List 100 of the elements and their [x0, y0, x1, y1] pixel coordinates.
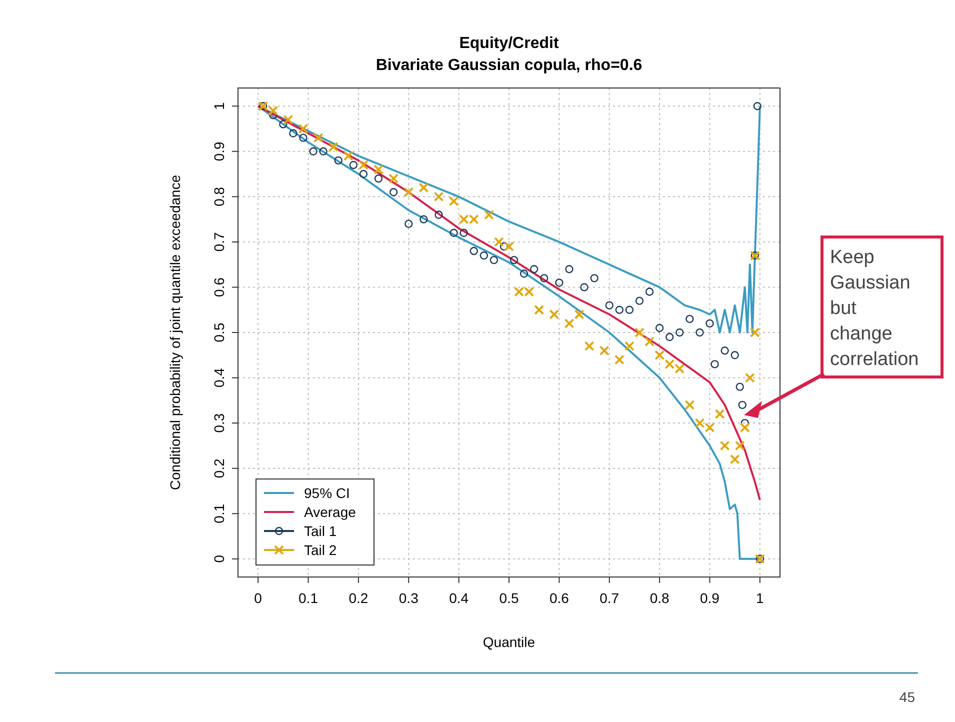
point — [484, 210, 494, 220]
point — [694, 418, 705, 428]
point — [480, 251, 488, 260]
point — [665, 332, 674, 342]
point — [720, 440, 730, 451]
x-tick-label: 0 — [254, 590, 262, 606]
point — [328, 142, 338, 152]
x-tick-label: 0.4 — [449, 590, 469, 606]
point — [504, 241, 514, 252]
point — [614, 354, 624, 365]
point — [635, 296, 644, 305]
point — [605, 301, 614, 310]
point — [624, 341, 634, 352]
y-axis-title: Conditional probability of joint quantile exceedance — [167, 174, 183, 490]
y-tick-label: 1 — [211, 102, 227, 110]
point — [510, 256, 518, 264]
point — [696, 328, 704, 337]
x-tick-label: 1 — [756, 590, 764, 606]
point — [730, 454, 740, 464]
point — [645, 288, 654, 296]
point — [334, 156, 342, 165]
point — [389, 188, 398, 196]
point — [349, 160, 358, 170]
point — [615, 306, 624, 314]
y-tick-label: 0 — [211, 554, 227, 563]
chart-title: Equity/Credit — [459, 35, 560, 52]
point — [753, 102, 762, 110]
point — [555, 278, 564, 287]
point — [736, 382, 744, 391]
point — [574, 309, 584, 320]
legend-label: Average — [304, 504, 356, 520]
point — [388, 174, 399, 184]
legend-label: Tail 2 — [304, 542, 337, 558]
y-tick-label: 0.1 — [211, 504, 227, 524]
point — [720, 346, 729, 355]
point — [374, 174, 383, 183]
point — [549, 309, 560, 320]
point — [520, 270, 528, 278]
point — [358, 160, 368, 170]
point — [359, 170, 368, 178]
point — [448, 196, 459, 206]
legend-label: 95% CI — [304, 485, 350, 501]
x-axis-title: Quantile — [482, 634, 536, 650]
point — [309, 147, 318, 156]
x-tick-label: 0.8 — [650, 590, 670, 606]
point — [684, 400, 695, 410]
y-tick-label: 0.6 — [211, 277, 227, 297]
point — [319, 147, 328, 156]
x-tick-label: 0.5 — [499, 590, 519, 606]
point — [434, 192, 444, 202]
point — [744, 372, 755, 383]
y-tick-label: 0.8 — [211, 186, 227, 206]
point — [750, 328, 760, 338]
text: 45 — [899, 689, 916, 705]
point — [644, 336, 655, 347]
x-tick-label: 0.2 — [348, 590, 368, 606]
point — [664, 359, 675, 370]
x-tick-label: 0.7 — [600, 590, 620, 606]
point — [565, 265, 574, 274]
point — [704, 422, 715, 433]
x-tick-label: 0.3 — [398, 590, 419, 606]
text: Keep Gaussian but change correlation — [830, 247, 919, 370]
point — [706, 319, 714, 328]
point — [634, 328, 644, 338]
point — [738, 400, 746, 410]
point — [674, 364, 685, 374]
point — [450, 228, 458, 237]
point — [625, 306, 634, 314]
point — [584, 341, 594, 352]
chart-subtitle: Bivariate Gaussian copula, rho=0.6 — [376, 57, 642, 74]
point — [343, 150, 354, 161]
point — [655, 324, 664, 332]
point — [434, 210, 443, 219]
point — [734, 440, 745, 451]
y-tick-label: 0.7 — [211, 232, 227, 252]
point — [418, 182, 429, 193]
point — [599, 346, 610, 356]
point — [279, 120, 288, 128]
point — [530, 265, 538, 274]
point — [299, 134, 308, 142]
point — [534, 304, 544, 315]
x-tick-label: 0.9 — [700, 590, 720, 606]
point — [676, 328, 684, 337]
point — [404, 187, 414, 198]
legend-label: Tail 1 — [304, 523, 337, 539]
x-tick-label: 0.1 — [298, 590, 318, 606]
point — [268, 106, 278, 116]
point — [590, 274, 598, 282]
point — [313, 132, 324, 143]
point — [710, 360, 719, 368]
point — [420, 215, 428, 224]
point — [686, 314, 694, 324]
point — [740, 422, 750, 433]
point — [730, 351, 739, 360]
point — [289, 129, 298, 138]
point — [404, 220, 413, 228]
point — [374, 164, 384, 174]
point — [500, 242, 508, 251]
point — [580, 283, 588, 292]
point — [564, 318, 574, 328]
